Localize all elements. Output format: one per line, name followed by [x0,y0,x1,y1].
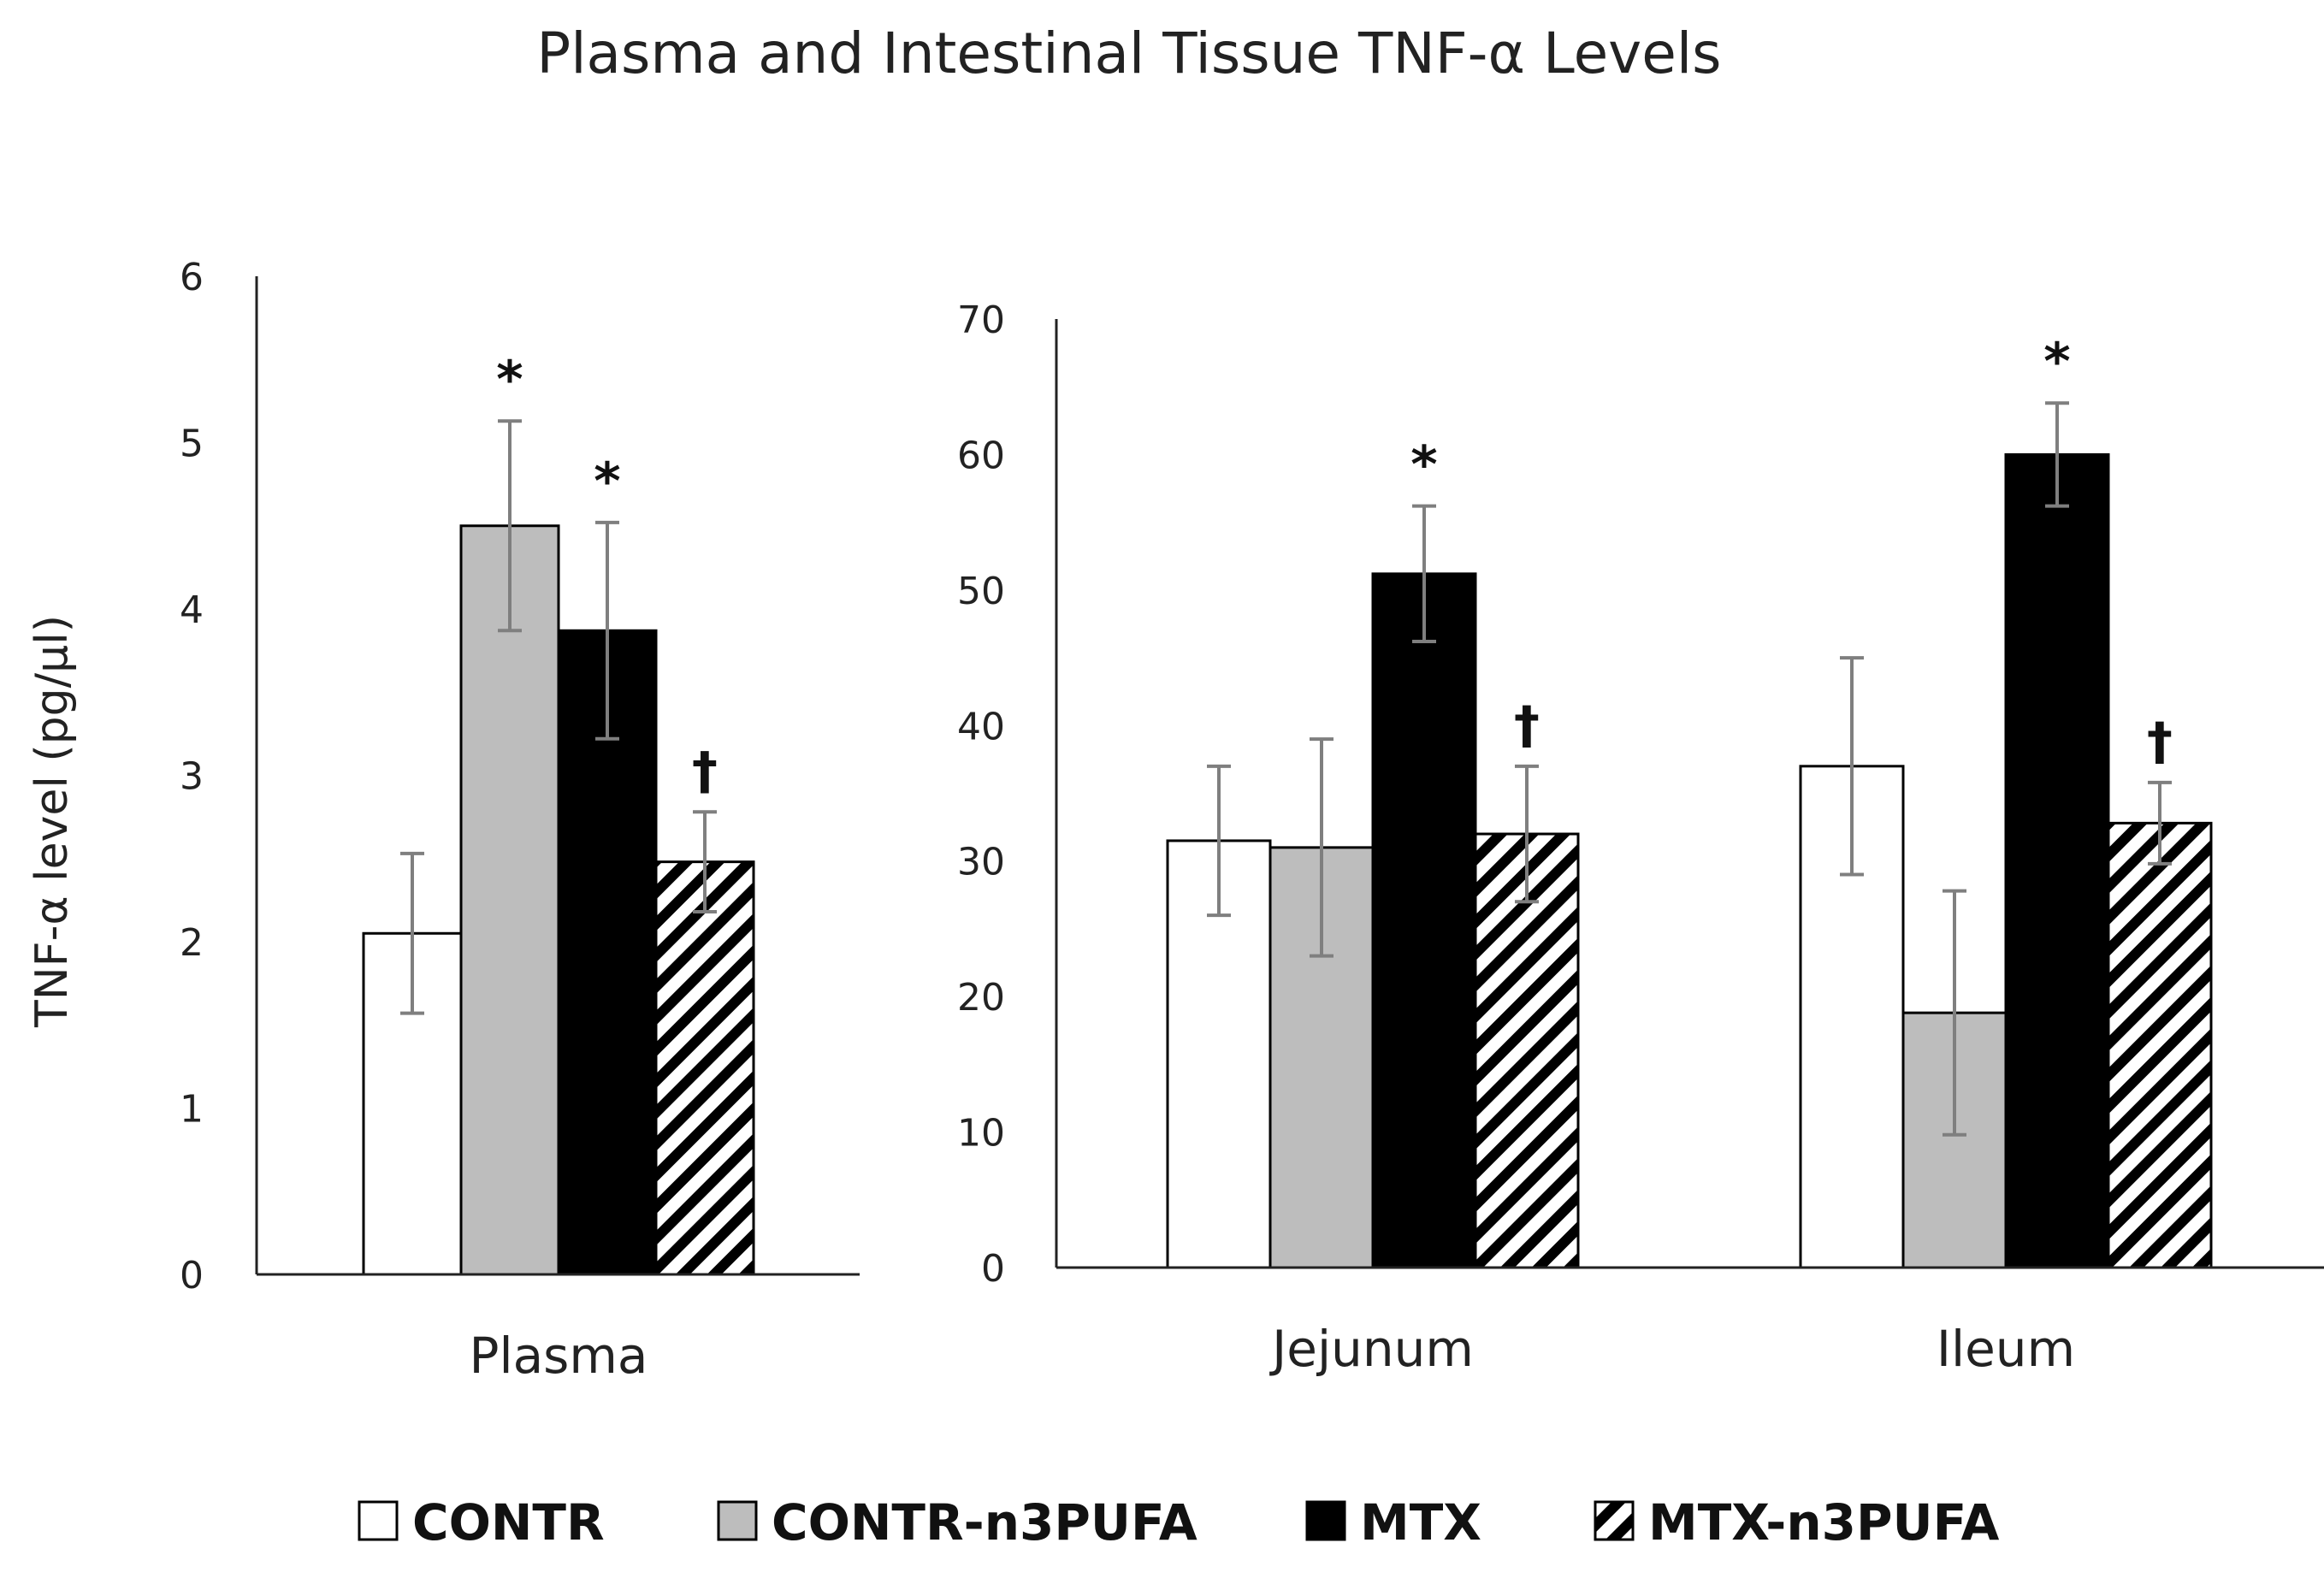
error-bar-jejunum-mtx-n3pufa [1515,764,1539,904]
error-bar-jejunum-mtx [1412,504,1436,644]
error-bar-jejunum-contr-n3pufa [1310,737,1333,958]
error-bar-plasma-contr-n3pufa [498,419,522,633]
error-bar-ileum-contr [1840,656,1864,877]
bar-jejunum-mtx-n3pufa [1474,832,1580,1269]
legend-label: MTX [1360,1493,1481,1552]
legend-item-mtx: MTX [1305,1493,1481,1552]
legend-label: CONTR [412,1493,605,1552]
bar-ileum-mtx-n3pufa [2107,821,2213,1269]
y-tick-label: 3 [180,755,204,799]
legend: CONTR CONTR-n3PUFA MTX MTX-n3PUFA [358,1493,2000,1552]
y-axis-label: TNF-α level (pg/µl) [27,615,78,1028]
significance-mark: * [496,350,523,410]
y-tick-label: 20 [957,976,1005,1020]
error-bar-plasma-contr [400,851,424,1015]
legend-swatch [358,1500,399,1541]
chart-title: Plasma and Intestinal Tissue TNF-α Level… [536,21,1721,86]
significance-mark: * [2043,332,2070,392]
significance-mark: † [2147,712,2173,771]
legend-swatch [1305,1500,1346,1541]
y-tick-label: 60 [957,434,1005,477]
panel-intestine: 0 10 20 30 40 50 60 70 * † Jejunum * † Ileum [957,299,2324,1378]
legend-swatch [717,1500,758,1541]
legend-item-contr: CONTR [358,1493,605,1552]
error-bar-plasma-mtx-n3pufa [693,810,717,913]
bar-plasma-mtx-n3pufa [654,860,755,1276]
legend-label: CONTR-n3PUFA [772,1493,1197,1552]
panel-plasma: 0 1 2 3 4 5 6 * * † Plasma [180,256,860,1385]
significance-mark: * [594,452,620,511]
significance-mark: † [692,741,718,801]
y-tick-label: 10 [957,1112,1005,1156]
legend-item-mtx-n3pufa: MTX-n3PUFA [1594,1493,2000,1552]
legend-label: MTX-n3PUFA [1648,1493,2000,1552]
y-tick-label: 2 [180,921,204,965]
y-tick-label: 50 [957,570,1005,613]
y-tick-label: 30 [957,841,1005,884]
significance-mark: † [1514,695,1540,755]
category-label: Ileum [1937,1320,2075,1378]
category-label: Jejunum [1269,1320,1474,1378]
category-label: Plasma [470,1327,648,1385]
legend-item-contr-n3pufa: CONTR-n3PUFA [717,1493,1197,1552]
y-tick-label: 4 [180,588,204,632]
error-bar-plasma-mtx [595,520,619,741]
y-tick-label: 0 [180,1254,204,1297]
y-tick-label: 1 [180,1088,204,1132]
legend-swatch [1594,1500,1635,1541]
y-tick-label: 40 [957,705,1005,748]
bar-plasma-contr-n3pufa [459,524,560,1276]
error-bar-jejunum-contr [1207,764,1231,918]
error-bar-ileum-mtx [2045,401,2069,508]
bar-jejunum-mtx [1371,572,1477,1269]
y-tick-label: 0 [981,1247,1005,1291]
error-bar-ileum-contr-n3pufa [1943,889,1966,1137]
bar-ileum-mtx [2004,452,2110,1269]
y-tick-label: 6 [180,256,204,299]
y-tick-label: 70 [957,299,1005,342]
error-bar-ileum-mtx-n3pufa [2148,780,2172,866]
y-tick-label: 5 [180,423,204,466]
significance-mark: * [1410,435,1437,495]
